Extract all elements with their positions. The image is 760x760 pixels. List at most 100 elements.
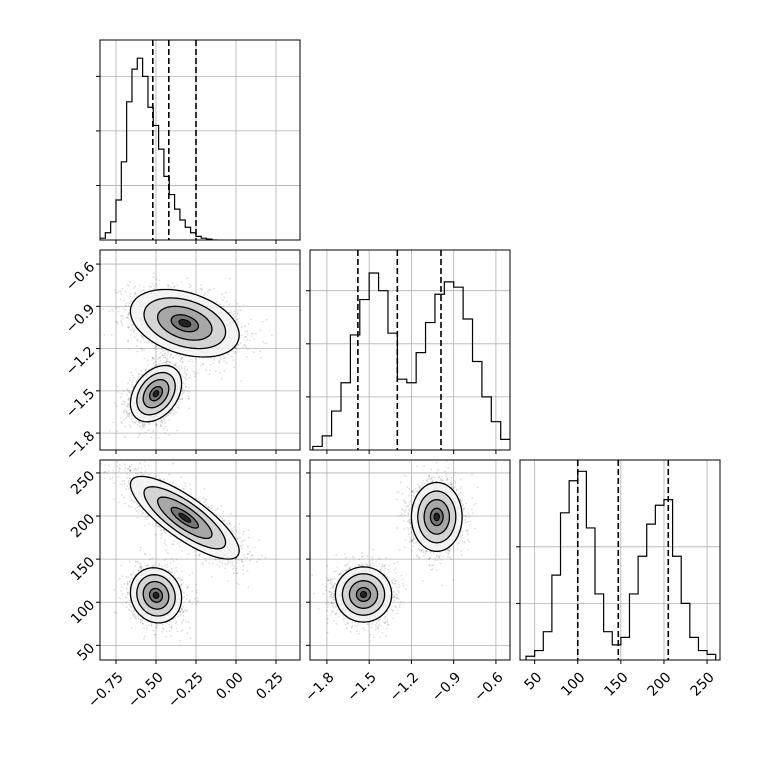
sample-point: [160, 537, 163, 539]
sample-point: [212, 357, 215, 360]
sample-point: [181, 356, 183, 359]
density-peak: [178, 319, 192, 328]
sample-point: [155, 278, 158, 280]
sample-point: [163, 354, 166, 357]
sample-point: [207, 291, 209, 294]
sample-point: [241, 560, 244, 563]
sample-point: [130, 390, 133, 392]
sample-point: [241, 561, 243, 563]
sample-point: [121, 287, 124, 290]
sample-point: [164, 356, 167, 359]
sample-point: [244, 325, 246, 328]
sample-point: [144, 369, 146, 372]
sample-point: [251, 554, 253, 557]
sample-point: [188, 360, 190, 363]
sample-point: [167, 414, 170, 417]
sample-point: [158, 363, 160, 365]
sample-point: [141, 349, 144, 352]
sample-point: [214, 558, 216, 561]
sample-point: [127, 312, 130, 314]
sample-point: [139, 421, 141, 424]
sample-point: [127, 304, 130, 307]
sample-point: [153, 346, 156, 349]
sample-point: [246, 356, 248, 358]
sample-point: [178, 407, 180, 409]
sample-point: [183, 367, 186, 370]
sample-point: [122, 315, 125, 317]
sample-point: [143, 349, 146, 351]
sample-point: [251, 332, 254, 335]
sample-point: [164, 422, 167, 424]
sample-point: [201, 562, 204, 565]
sample-point: [244, 331, 247, 333]
sample-point: [164, 415, 167, 418]
sample-point: [137, 436, 139, 438]
sample-point: [166, 284, 169, 286]
sample-point: [185, 378, 188, 381]
sample-point: [235, 351, 238, 354]
sample-point: [138, 432, 141, 435]
sample-point: [181, 397, 184, 400]
sample-point: [221, 377, 223, 380]
sample-point: [128, 487, 131, 490]
sample-point: [181, 390, 184, 392]
sample-point: [226, 300, 229, 303]
sample-point: [113, 482, 115, 484]
sample-point: [180, 358, 183, 361]
sample-point: [136, 517, 139, 519]
sample-point: [181, 357, 184, 359]
sample-point: [165, 361, 168, 364]
sample-point: [227, 353, 229, 355]
sample-point: [218, 362, 221, 364]
sample-point: [143, 290, 146, 293]
sample-point: [162, 356, 165, 359]
sample-point: [229, 561, 232, 563]
sample-point: [136, 350, 139, 353]
sample-point: [130, 505, 133, 508]
sample-point: [138, 373, 141, 376]
sample-point: [213, 287, 216, 290]
sample-point: [128, 424, 131, 427]
sample-point: [215, 370, 217, 372]
sample-point: [137, 512, 140, 514]
sample-point: [128, 302, 131, 305]
sample-point: [146, 341, 149, 344]
sample-point: [133, 295, 136, 297]
sample-point: [158, 279, 161, 282]
sample-point: [204, 292, 207, 294]
sample-point: [115, 306, 118, 309]
sample-point: [203, 487, 206, 490]
sample-point: [155, 282, 157, 285]
sample-point: [122, 400, 125, 403]
sample-point: [142, 424, 144, 427]
sample-point: [125, 417, 128, 419]
sample-point: [134, 292, 137, 295]
sample-point: [240, 558, 243, 561]
sample-point: [180, 393, 183, 396]
sample-point: [155, 284, 158, 287]
sample-point: [237, 309, 240, 312]
sample-point: [136, 339, 139, 342]
sample-point: [210, 357, 213, 360]
sample-point: [155, 363, 158, 366]
sample-point: [207, 506, 210, 509]
sample-point: [128, 465, 131, 468]
sample-point: [129, 379, 131, 382]
sample-point: [180, 281, 183, 284]
sample-point: [245, 335, 247, 338]
sample-point: [169, 286, 172, 288]
sample-point: [188, 407, 191, 410]
sample-point: [166, 429, 169, 432]
sample-point: [120, 494, 123, 496]
sample-point: [133, 421, 136, 424]
sample-point: [185, 373, 188, 376]
sample-point: [140, 347, 143, 350]
sample-point: [161, 354, 164, 357]
sample-point: [191, 360, 194, 363]
sample-point: [157, 358, 160, 360]
axes-frame: [309, 249, 511, 451]
row2-col2-histogram: [312, 272, 510, 450]
sample-point: [142, 337, 145, 340]
sample-point: [141, 512, 144, 515]
